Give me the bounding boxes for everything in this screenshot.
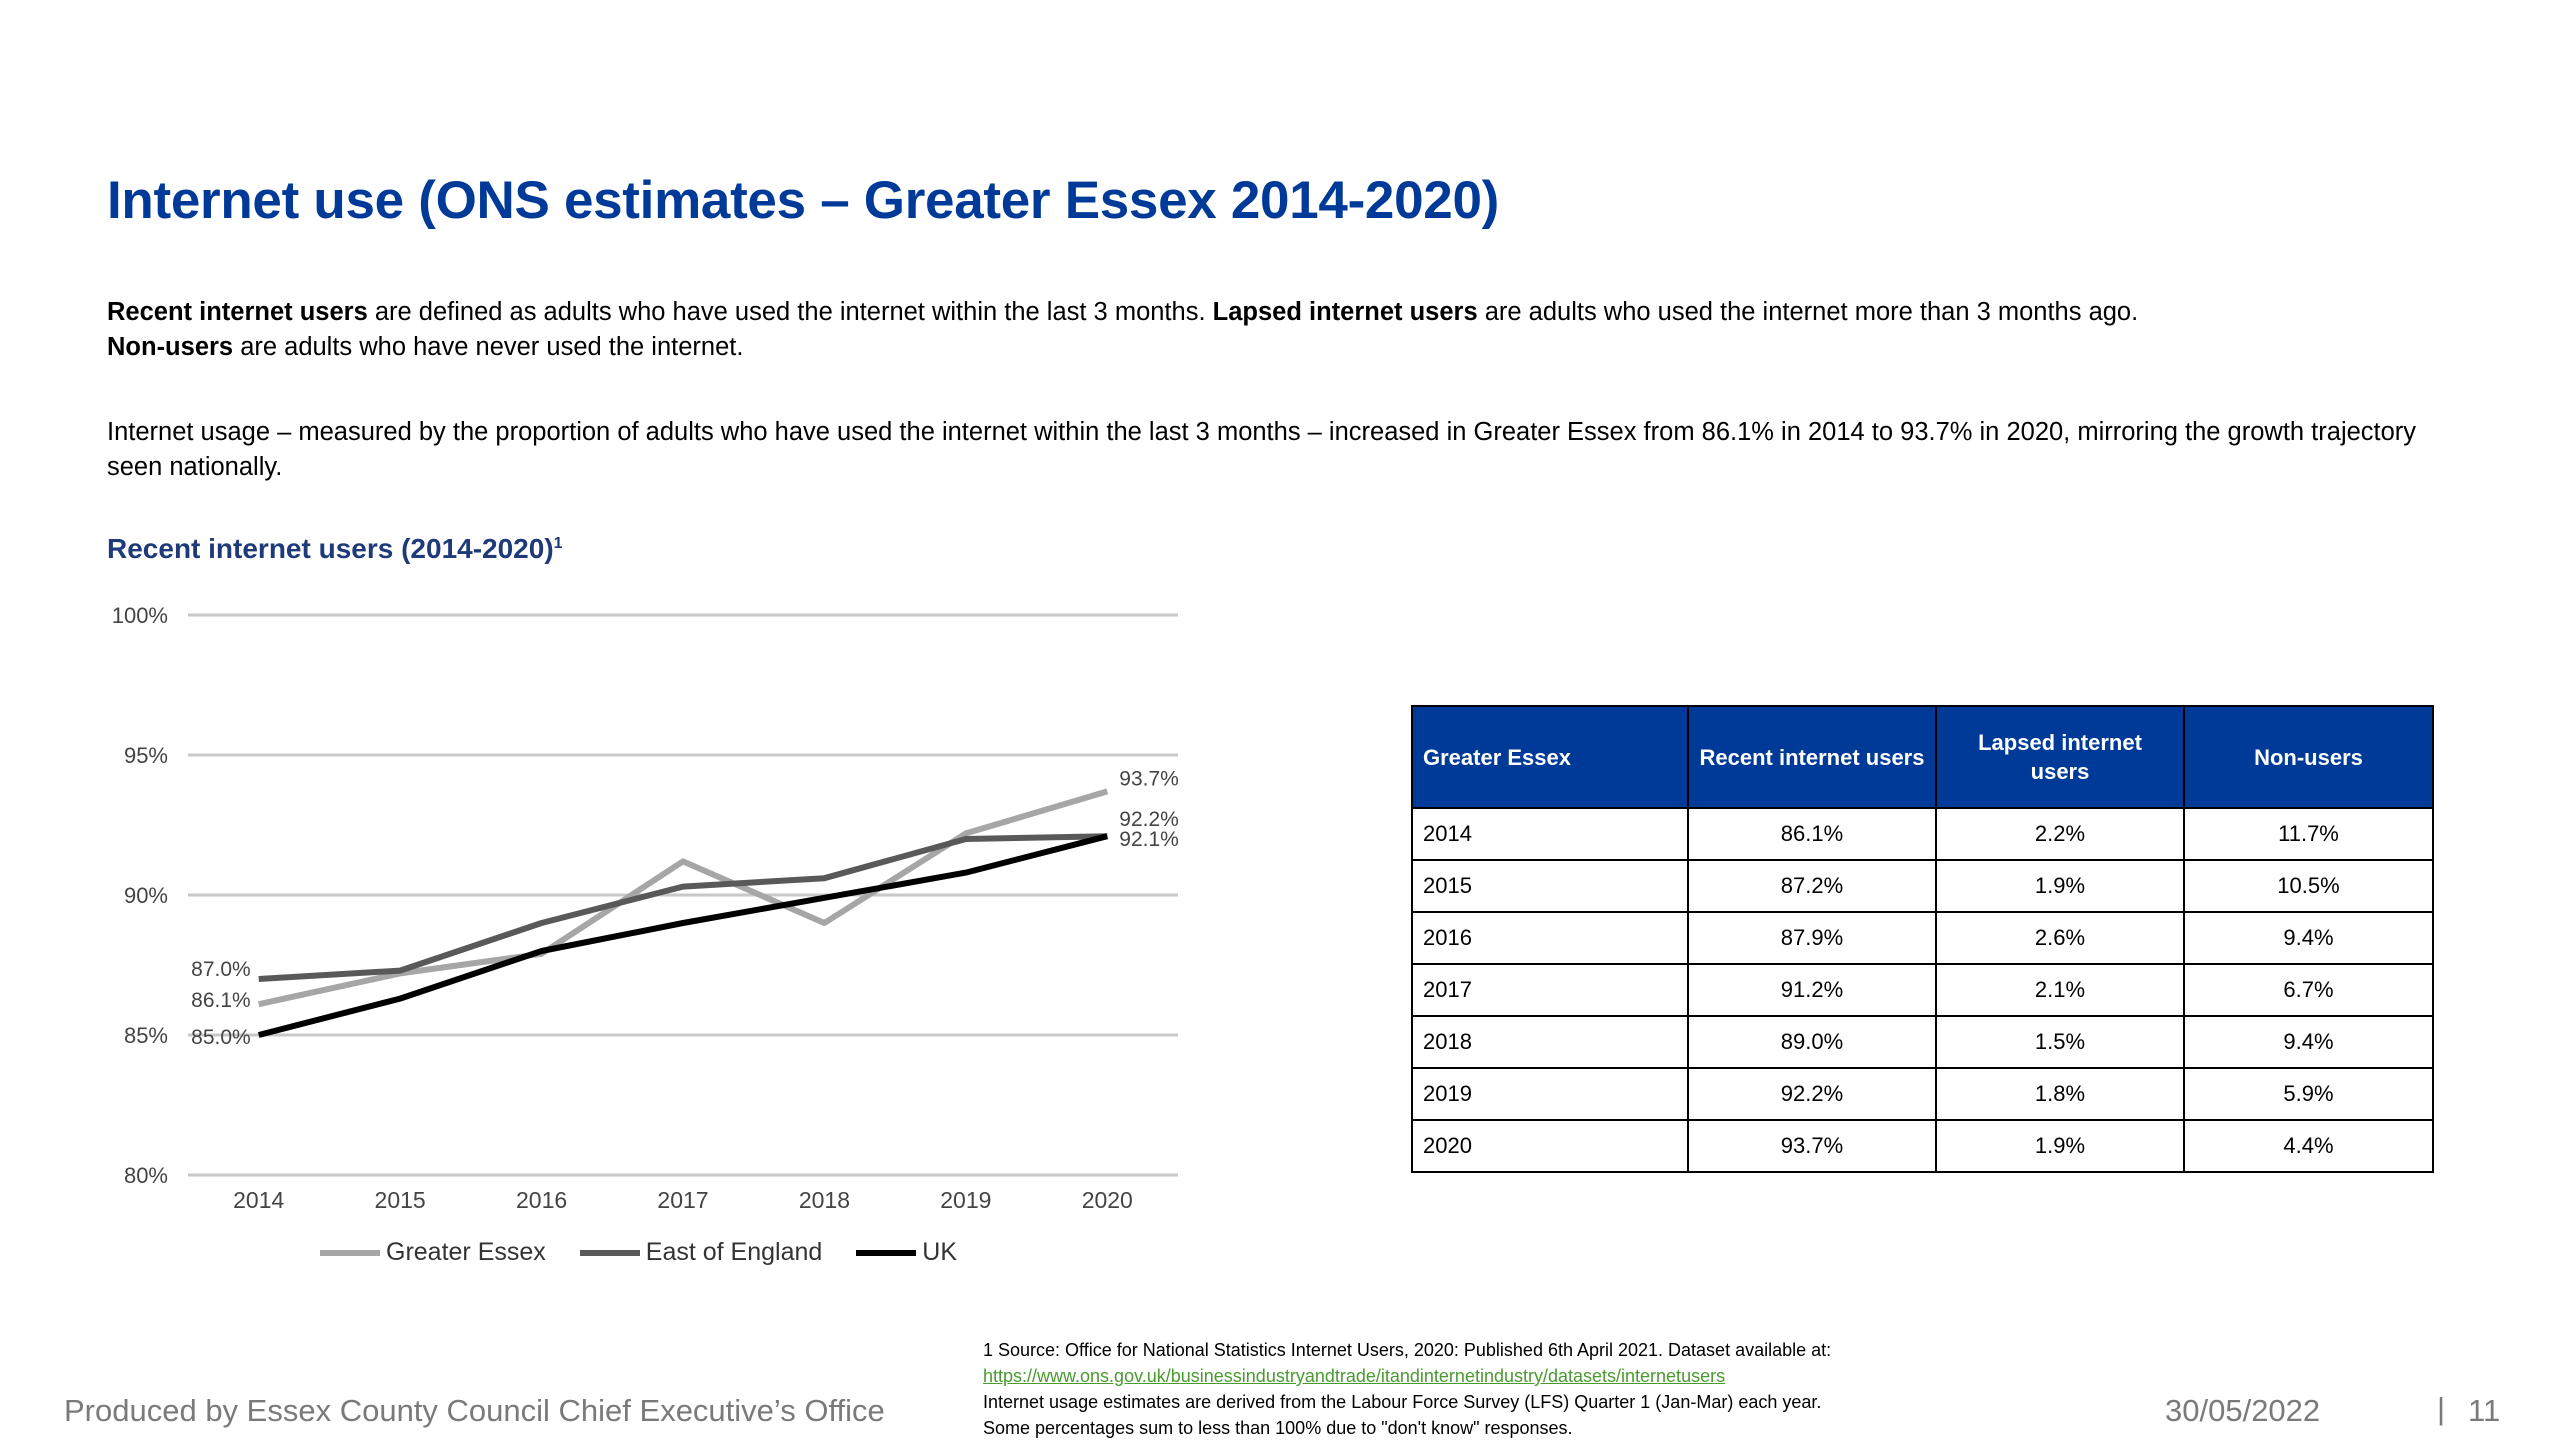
recent-users-term: Recent internet users [107, 298, 368, 326]
table-cell-year: 2019 [1411, 1067, 1689, 1121]
y-tick-label: 85% [124, 1023, 168, 1048]
table-cell-recent: 91.2% [1687, 963, 1937, 1017]
legend-label-east-of-england: East of England [645, 1238, 823, 1266]
start-data-label: 87.0% [191, 958, 251, 981]
internet-use-table: Greater Essex Recent internet users Laps… [1411, 705, 2434, 1173]
y-tick-label: 90% [124, 883, 168, 908]
table-cell-year: 2016 [1411, 911, 1689, 965]
footer-produced-by: Produced by Essex County Council Chief E… [64, 1393, 885, 1428]
chart-gridlines [188, 613, 1178, 1177]
non-users-definition: are adults who have never used the inter… [233, 333, 744, 361]
table-row: 2015 87.2% 1.9% 10.5% [1411, 859, 2434, 913]
table-cell-recent: 87.9% [1687, 911, 1937, 965]
x-tick-label: 2015 [375, 1187, 426, 1213]
table-cell-recent: 86.1% [1687, 807, 1937, 861]
legend-item-greater-essex: Greater Essex [320, 1238, 546, 1267]
x-tick-label: 2020 [1082, 1187, 1133, 1213]
chart-legend: Greater Essex East of England UK [320, 1238, 957, 1267]
table-cell-recent: 93.7% [1687, 1119, 1937, 1173]
lapsed-users-term: Lapsed internet users [1212, 298, 1478, 326]
table-row: 2014 86.1% 2.2% 11.7% [1411, 807, 2434, 861]
table-row: 2019 92.2% 1.8% 5.9% [1411, 1067, 2434, 1121]
end-data-label: 92.2% [1119, 808, 1179, 831]
legend-item-east-of-england: East of England [579, 1238, 823, 1267]
table-header-non-users: Non-users [2183, 705, 2434, 809]
chart-series [257, 788, 1109, 1038]
table-cell-year: 2014 [1411, 807, 1689, 861]
chart-title-text: Recent internet users (2014-2020) [107, 533, 554, 564]
legend-label-greater-essex: Greater Essex [386, 1238, 546, 1266]
summary-paragraph: Internet usage – measured by the proport… [107, 418, 2417, 481]
x-tick-label: 2014 [233, 1187, 284, 1213]
table-cell-lapsed: 1.9% [1935, 859, 2185, 913]
footnote-source: 1 Source: Office for National Statistics… [983, 1340, 1832, 1360]
x-tick-label: 2019 [940, 1187, 991, 1213]
footnote-note-percentages: Some percentages sum to less than 100% d… [983, 1418, 1573, 1438]
start-data-label: 86.1% [191, 989, 251, 1012]
x-tick-label: 2018 [799, 1187, 850, 1213]
table-cell-lapsed: 1.5% [1935, 1015, 2185, 1069]
series-line-uk [257, 833, 1109, 1038]
end-data-label: 92.1% [1119, 828, 1179, 851]
table-cell-non-users: 5.9% [2183, 1067, 2434, 1121]
table-row: 2018 89.0% 1.5% 9.4% [1411, 1015, 2434, 1069]
legend-swatch-east-of-england [579, 1249, 640, 1256]
recent-users-definition: are defined as adults who have used the … [367, 298, 1213, 326]
footer-page-number: 11 [2468, 1393, 2501, 1428]
table-cell-non-users: 11.7% [2183, 807, 2434, 861]
y-tick-label: 100% [112, 603, 168, 628]
table-cell-non-users: 9.4% [2183, 911, 2434, 965]
chart-title-footnote-marker: 1 [553, 535, 563, 552]
legend-item-uk: UK [856, 1238, 957, 1267]
x-tick-label: 2016 [516, 1187, 567, 1213]
footnote-dataset-link[interactable]: https://www.ons.gov.uk/businessindustrya… [983, 1366, 1726, 1386]
definitions-paragraph: Recent internet users are defined as adu… [107, 295, 2447, 365]
legend-swatch-greater-essex [320, 1249, 380, 1256]
table-cell-non-users: 9.4% [2183, 1015, 2434, 1069]
y-tick-label: 80% [124, 1163, 168, 1188]
page-title: Internet use (ONS estimates – Greater Es… [107, 171, 1499, 230]
table-header-row: Greater Essex Recent internet users Laps… [1411, 705, 2434, 809]
table-cell-recent: 89.0% [1687, 1015, 1937, 1069]
x-axis-tick-labels: 2014 2015 2016 2017 2018 2019 2020 [233, 1187, 1133, 1213]
lapsed-users-definition: are adults who used the internet more th… [1477, 298, 2139, 326]
legend-label-uk: UK [922, 1238, 958, 1266]
table-cell-lapsed: 1.9% [1935, 1119, 2185, 1173]
table-cell-non-users: 10.5% [2183, 859, 2434, 913]
table-cell-recent: 87.2% [1687, 859, 1937, 913]
table-cell-lapsed: 2.6% [1935, 911, 2185, 965]
series-line-east-of-england [258, 833, 1108, 982]
table-cell-non-users: 4.4% [2183, 1119, 2434, 1173]
table-cell-non-users: 6.7% [2183, 963, 2434, 1017]
table-row: 2020 93.7% 1.9% 4.4% [1411, 1119, 2434, 1173]
table-header-recent: Recent internet users [1687, 705, 1937, 809]
table-cell-year: 2020 [1411, 1119, 1689, 1173]
table-header-area: Greater Essex [1411, 705, 1689, 809]
footer-date: 30/05/2022 [2165, 1393, 2321, 1428]
source-footnote: 1 Source: Office for National Statistics… [983, 1337, 2083, 1441]
table-row: 2016 87.9% 2.6% 9.4% [1411, 911, 2434, 965]
chart-title: Recent internet users (2014-2020)1 [107, 533, 563, 565]
non-users-term: Non-users [107, 333, 234, 361]
legend-swatch-uk [856, 1249, 917, 1256]
x-tick-label: 2017 [657, 1187, 708, 1213]
table-header-lapsed: Lapsed internet users [1935, 705, 2185, 809]
start-data-label: 85.0% [191, 1026, 251, 1049]
table-cell-lapsed: 1.8% [1935, 1067, 2185, 1121]
table-row: 2017 91.2% 2.1% 6.7% [1411, 963, 2434, 1017]
footnote-note-lfs: Internet usage estimates are derived fro… [983, 1392, 1822, 1412]
end-data-label: 93.7% [1119, 767, 1179, 790]
footer-separator: | [2437, 1391, 2446, 1426]
table-cell-lapsed: 2.2% [1935, 807, 2185, 861]
table-cell-lapsed: 2.1% [1935, 963, 2185, 1017]
table-cell-recent: 92.2% [1687, 1067, 1937, 1121]
y-tick-label: 95% [124, 743, 168, 768]
data-labels: 86.1% 87.0% 85.0% 93.7% 92.2%92.1% [191, 767, 1179, 1049]
table-cell-year: 2015 [1411, 859, 1689, 913]
table-cell-year: 2018 [1411, 1015, 1689, 1069]
line-chart: 80%85%90%95%100% 2014 2015 2016 2017 2018 201… [112, 603, 1179, 1213]
table-cell-year: 2017 [1411, 963, 1689, 1017]
y-axis-tick-labels: 80% 85% 90% 95% 100% [112, 603, 168, 1188]
